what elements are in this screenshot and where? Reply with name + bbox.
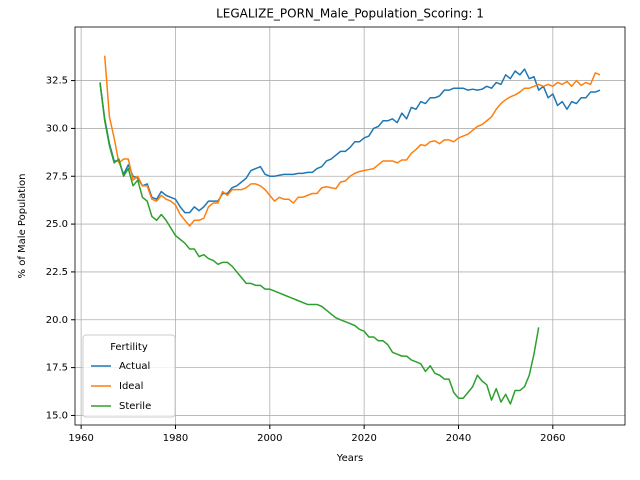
data-line: [99, 68, 601, 214]
legend-label: Ideal: [119, 381, 143, 392]
legend-box: [82, 334, 176, 418]
y-tick-label: 25.0: [46, 219, 68, 230]
y-tick-label: 27.5: [46, 171, 68, 182]
y-tick-label: 32.5: [46, 76, 68, 87]
data-line: [99, 82, 540, 405]
y-tick-label: 17.5: [46, 363, 68, 374]
legend-label: Sterile: [119, 401, 151, 412]
legend: Fertility Actual Ideal Sterile: [82, 334, 176, 418]
y-tick-label: 15.0: [46, 410, 68, 421]
x-tick-label: 1980: [163, 433, 188, 444]
x-axis-label: Years: [336, 453, 363, 464]
y-tick-label: 20.0: [46, 315, 68, 326]
x-tick-label: 2020: [351, 433, 376, 444]
legend-title: Fertility: [110, 342, 148, 353]
chart-title: LEGALIZE_PORN_Male_Population_Scoring: 1: [216, 7, 484, 21]
x-tick-label: 1960: [68, 433, 93, 444]
axes-frame: [74, 26, 626, 426]
y-tick-label: 30.0: [46, 123, 68, 134]
legend-label: Actual: [119, 361, 150, 372]
x-tick-label: 2040: [446, 433, 471, 444]
x-tick-label: 2060: [540, 433, 565, 444]
data-line: [103, 55, 601, 227]
x-tick-label: 2000: [257, 433, 282, 444]
y-axis-label: % of Male Population: [17, 174, 28, 279]
y-tick-label: 22.5: [46, 267, 68, 278]
